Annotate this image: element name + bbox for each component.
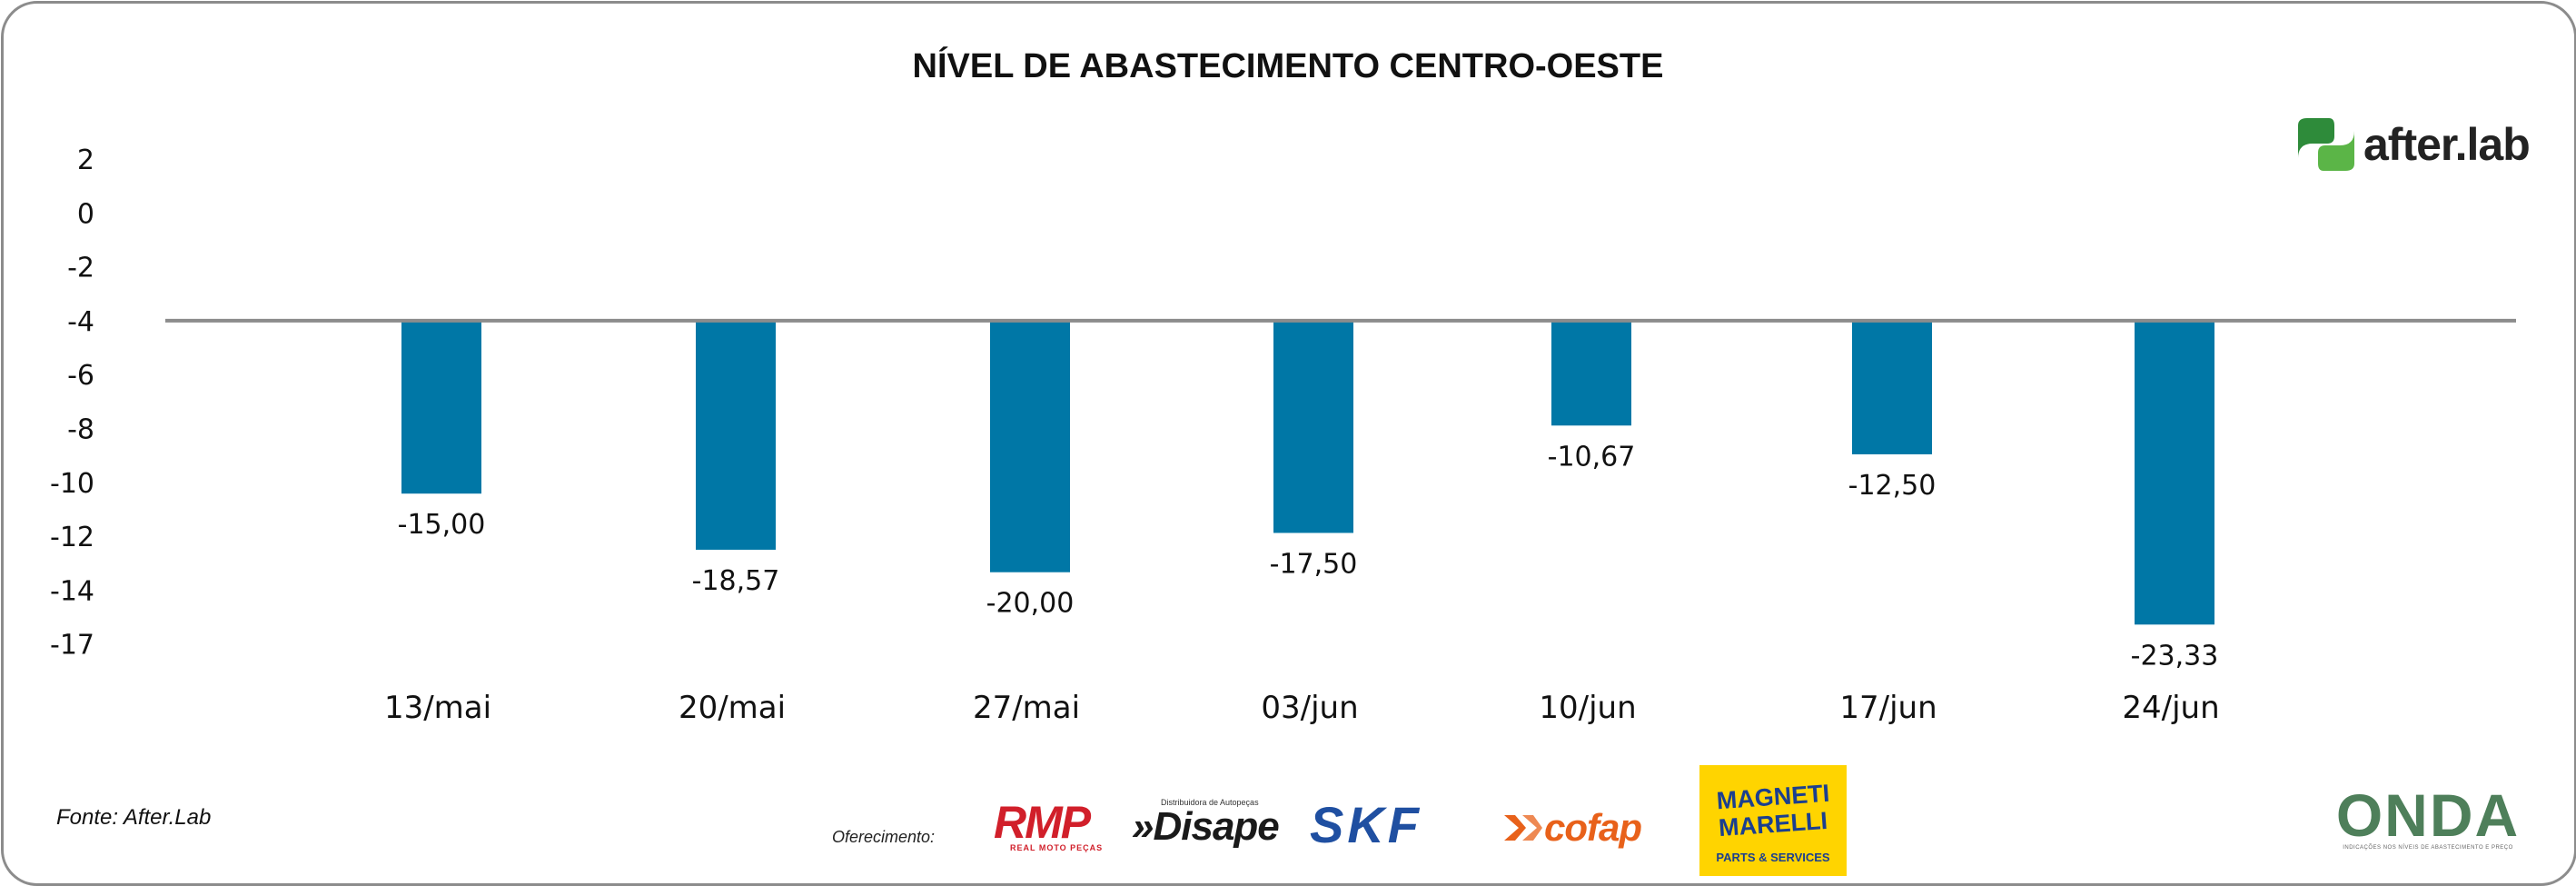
bar	[1551, 320, 1631, 426]
y-tick-label: -4	[67, 306, 94, 338]
data-label: -10,67	[1548, 441, 1636, 473]
bar	[2135, 320, 2214, 625]
rmp-logo: RMP REAL MOTO PEÇAS	[994, 797, 1108, 854]
afterlab-logo: after.lab	[2294, 116, 2531, 173]
cofap-wordmark: cofap	[1544, 806, 1642, 849]
cofap-logo: cofap	[1499, 803, 1671, 852]
bar	[696, 320, 776, 550]
disape-wordmark: »Disape	[1132, 804, 1280, 849]
bar	[1273, 320, 1353, 533]
onda-wordmark: ONDA	[2335, 781, 2521, 849]
x-tick-label: 24/jun	[2122, 690, 2219, 726]
data-label: -18,57	[692, 565, 780, 597]
magneti-line-3: PARTS & SERVICES	[1716, 851, 1830, 864]
source-note: Fonte: After.Lab	[56, 805, 212, 830]
y-tick-label: -8	[67, 414, 94, 446]
y-tick-label: -14	[50, 575, 94, 607]
x-tick-label: 10/jun	[1539, 690, 1636, 726]
x-tick-label: 03/jun	[1261, 690, 1358, 726]
bar	[1852, 320, 1932, 454]
x-tick-label: 20/mai	[679, 690, 786, 726]
sponsor-label: Oferecimento:	[832, 828, 936, 846]
skf-wordmark: SKF	[1310, 796, 1422, 853]
rmp-wordmark: RMP	[994, 797, 1091, 848]
y-tick-label: 2	[77, 144, 94, 176]
bar	[990, 320, 1070, 572]
data-label: -15,00	[398, 509, 486, 541]
onda-subtitle: INDICAÇÕES NOS NÍVEIS DE ABASTECIMENTO E…	[2343, 845, 2513, 851]
disape-logo: Distribuidora de Autopeças »Disape	[1132, 798, 1292, 852]
y-tick-label: -10	[50, 468, 94, 500]
y-tick-label: 0	[77, 198, 94, 230]
data-label: -23,33	[2131, 640, 2219, 672]
onda-logo: ONDA INDICAÇÕES NOS NÍVEIS DE ABASTECIME…	[2334, 785, 2522, 858]
x-tick-label: 17/jun	[1839, 690, 1937, 726]
disape-tagline: Distribuidora de Autopeças	[1161, 798, 1259, 807]
y-tick-label: -17	[50, 630, 94, 662]
x-tick-label: 27/mai	[973, 690, 1080, 726]
data-label: -12,50	[1848, 470, 1937, 502]
afterlab-mark-icon	[2294, 116, 2358, 173]
x-tick-label: 13/mai	[384, 690, 491, 726]
data-label: -17,50	[1270, 548, 1358, 580]
y-tick-label: -6	[67, 360, 94, 392]
rmp-subtitle: REAL MOTO PEÇAS	[1010, 843, 1104, 852]
y-tick-label: -12	[50, 522, 94, 553]
magneti-marelli-logo: MAGNETI MARELLI PARTS & SERVICES	[1699, 765, 1847, 876]
y-tick-label: -2	[67, 253, 94, 284]
chart-title: NÍVEL DE ABASTECIMENTO CENTRO-OESTE	[912, 47, 1664, 85]
cofap-x-icon	[1504, 815, 1542, 841]
data-label: -20,00	[986, 588, 1075, 620]
bar	[401, 320, 481, 494]
afterlab-wordmark: after.lab	[2363, 119, 2531, 170]
skf-logo: SKF	[1310, 800, 1482, 852]
